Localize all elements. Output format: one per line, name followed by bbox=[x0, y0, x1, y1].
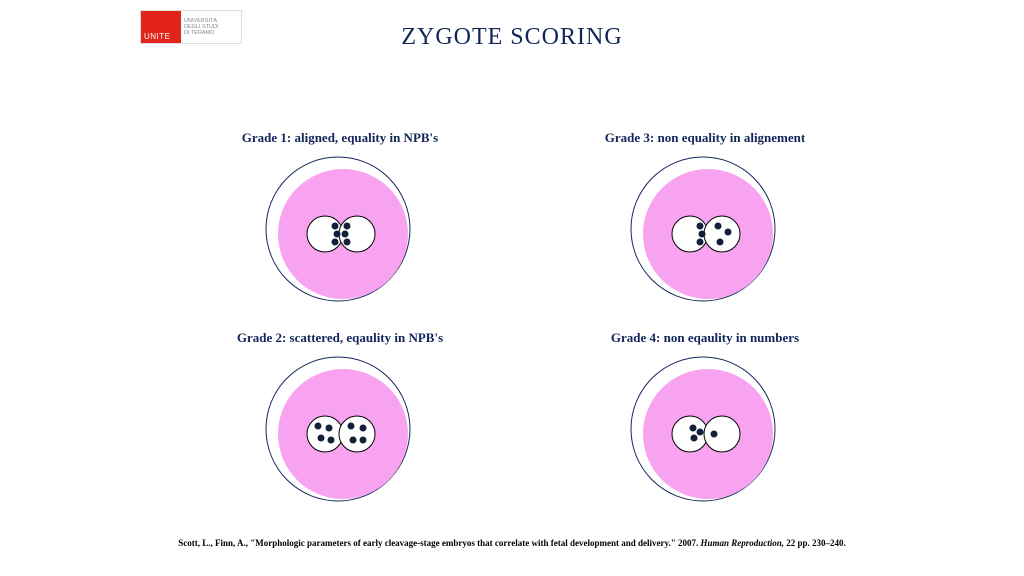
panel-grade4: Grade 4: non eqaulity in numbers bbox=[530, 330, 880, 504]
npb bbox=[344, 239, 351, 246]
citation-title: "Morphologic parameters of early cleavag… bbox=[250, 538, 698, 548]
npb bbox=[348, 423, 355, 430]
pronucleus-right bbox=[339, 416, 375, 452]
npb bbox=[697, 429, 704, 436]
panel-title-grade4: Grade 4: non eqaulity in numbers bbox=[530, 330, 880, 346]
npb bbox=[699, 231, 706, 238]
npb bbox=[360, 425, 367, 432]
panel-title-grade3: Grade 3: non equality in alignement bbox=[530, 130, 880, 146]
npb bbox=[360, 437, 367, 444]
npb bbox=[697, 239, 704, 246]
npb bbox=[332, 239, 339, 246]
panel-grade3: Grade 3: non equality in alignement bbox=[530, 130, 880, 304]
npb bbox=[315, 423, 322, 430]
npb bbox=[318, 435, 325, 442]
panel-grade1: Grade 1: aligned, equality in NPB's bbox=[165, 130, 515, 304]
zygote-diagram-grade1 bbox=[265, 154, 415, 304]
panel-grade2: Grade 2: scattered, eqaulity in NPB's bbox=[165, 330, 515, 504]
npb bbox=[326, 425, 333, 432]
pronucleus-right bbox=[704, 416, 740, 452]
zygote-diagram-grade2 bbox=[265, 354, 415, 504]
npb bbox=[691, 435, 698, 442]
npb bbox=[725, 229, 732, 236]
zygote-diagram-grade3 bbox=[630, 154, 780, 304]
npb bbox=[350, 437, 357, 444]
page-title: ZYGOTE SCORING bbox=[0, 24, 1024, 51]
panel-title-grade1: Grade 1: aligned, equality in NPB's bbox=[165, 130, 515, 146]
npb bbox=[334, 231, 341, 238]
npb bbox=[717, 239, 724, 246]
panel-title-grade2: Grade 2: scattered, eqaulity in NPB's bbox=[165, 330, 515, 346]
npb bbox=[697, 223, 704, 230]
citation-journal: Human Reproduction, bbox=[700, 538, 784, 548]
pronucleus-left bbox=[307, 416, 343, 452]
npb bbox=[711, 431, 718, 438]
pronucleus-right bbox=[704, 216, 740, 252]
citation: Scott, L., Finn, A., "Morphologic parame… bbox=[0, 538, 1024, 548]
npb bbox=[332, 223, 339, 230]
zygote-diagram-grade4 bbox=[630, 354, 780, 504]
npb bbox=[715, 223, 722, 230]
npb bbox=[342, 231, 349, 238]
citation-pages: 22 pp. 230–240. bbox=[786, 538, 846, 548]
citation-authors: Scott, L., Finn, A., bbox=[178, 538, 248, 548]
npb bbox=[328, 437, 335, 444]
npb bbox=[344, 223, 351, 230]
npb bbox=[690, 425, 697, 432]
